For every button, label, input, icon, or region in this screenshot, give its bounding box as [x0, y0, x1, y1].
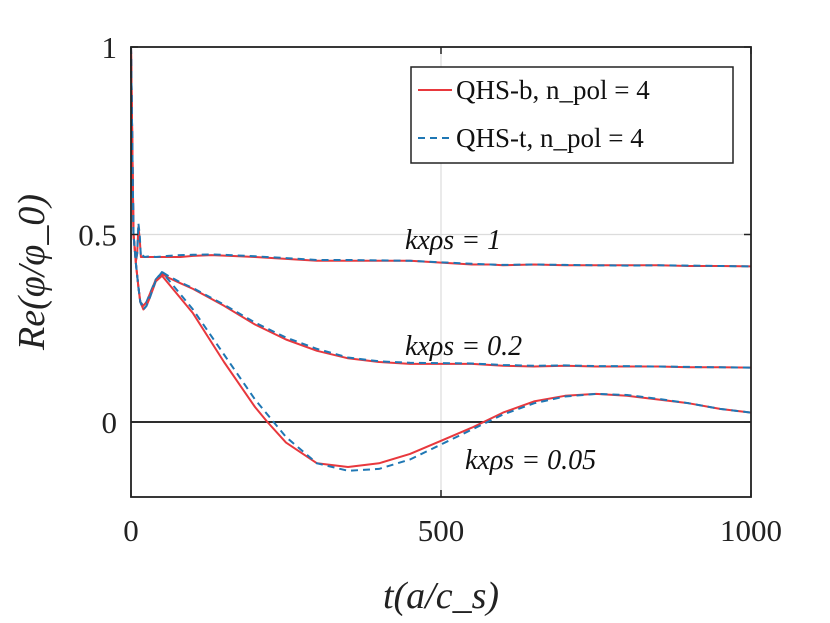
x-tick-label-500: 500 — [418, 513, 465, 548]
y-tick-label-1: 1 — [102, 30, 118, 65]
annotation-k1: kxρs = 1 — [405, 225, 501, 256]
series-layer — [130, 46, 752, 472]
y-tick-label-0: 0 — [102, 405, 118, 440]
series-line-0 — [130, 46, 752, 268]
legend-box — [410, 66, 734, 164]
y-tick-label-0.5: 0.5 — [78, 218, 117, 253]
legend-label-qhs-b: QHS-b, n_pol = 4 — [456, 75, 650, 105]
series-line-5 — [130, 46, 752, 472]
y-axis-label: Re(φ/φ_0) — [11, 194, 53, 351]
annotation-k02: kxρs = 0.2 — [405, 331, 522, 362]
annotation-k005: kxρs = 0.05 — [465, 445, 596, 476]
x-tick-label-1000: 1000 — [720, 513, 782, 548]
series-line-2 — [130, 46, 752, 369]
x-tick-label-0: 0 — [123, 513, 139, 548]
legend: QHS-b, n_pol = 4 QHS-t, n_pol = 4 — [410, 66, 734, 164]
axis-ticks: 0 500 1000 0 0.5 1 — [78, 30, 782, 548]
x-axis-label: t(a/c_s) — [383, 575, 499, 617]
legend-label-qhs-t: QHS-t, n_pol = 4 — [456, 123, 644, 153]
